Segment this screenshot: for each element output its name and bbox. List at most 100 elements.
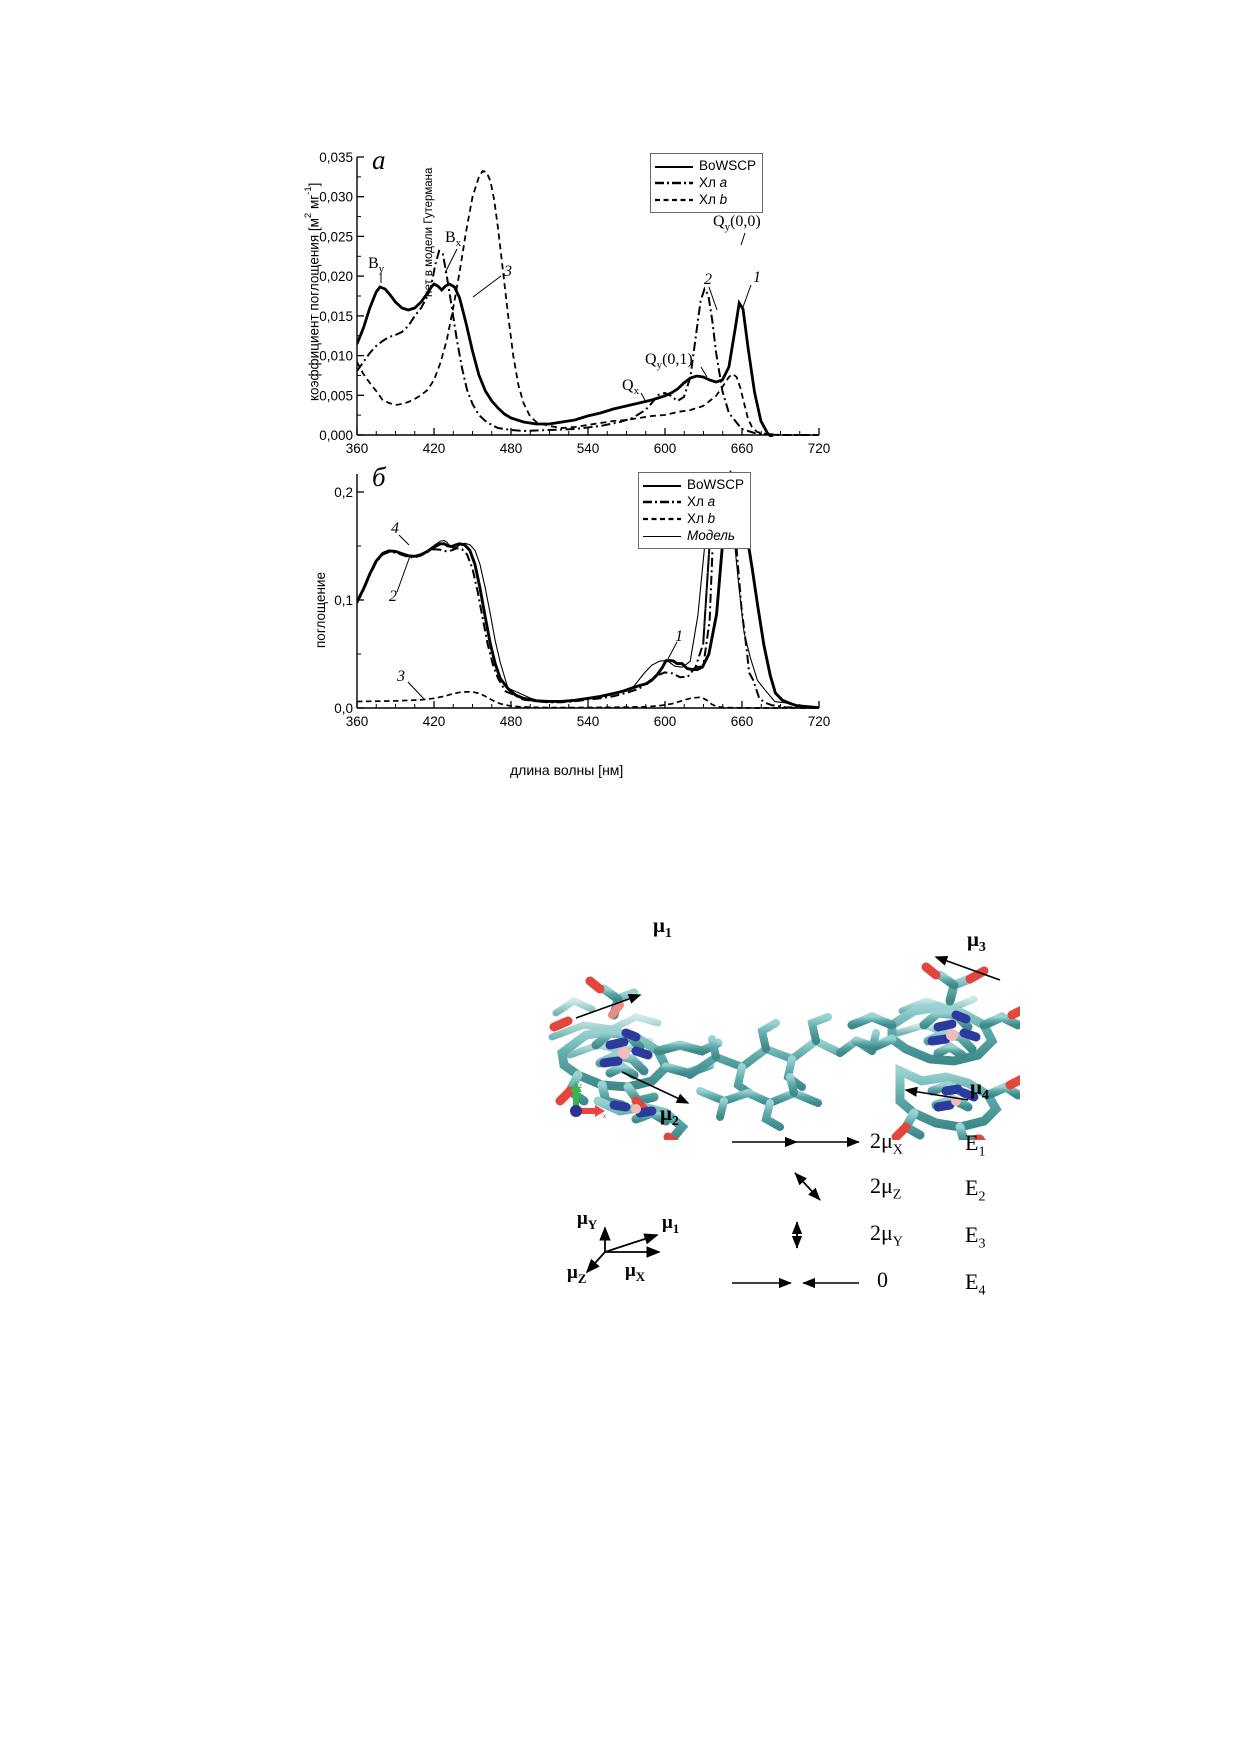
energy-level-2-label: E2 — [965, 1175, 986, 1205]
vector-mu-1 — [604, 1233, 659, 1253]
svg-text:720: 720 — [808, 714, 831, 729]
legend-item-bowscp: BoWSCP — [655, 157, 756, 174]
series-hl-a-b — [357, 543, 711, 704]
svg-text:0,010: 0,010 — [319, 349, 353, 364]
legend-item-hl-a: Хл a — [643, 493, 744, 510]
legend-item-hl-b: Хл b — [655, 191, 756, 208]
axis-gizmo: z x — [570, 1082, 606, 1120]
mu2-arrow — [621, 1071, 690, 1104]
legend-key-dash-dot — [643, 496, 681, 508]
panel-a-label-qy01: Qy(0,1) — [645, 351, 693, 372]
mu1-label: μ1 — [653, 913, 672, 942]
molecule-svg — [548, 955, 1029, 1152]
panel-a-chart: а коэффициент поглощения [м2 мг-1] нет в… — [303, 145, 835, 456]
panel-a-label-by: By — [368, 255, 385, 276]
molecular-model: μ1 μ2 μ3 μ4 z x — [540, 905, 1029, 1152]
svg-text:0,1: 0,1 — [334, 593, 353, 608]
mu2-label: μ2 — [660, 1101, 679, 1130]
panel-a-legend: BoWSCP Хл a Хл b — [650, 153, 764, 213]
panel-a-curve-number-1: 1 — [753, 269, 761, 286]
legend-item-hl-a: Хл a — [655, 174, 756, 191]
svg-text:600: 600 — [654, 714, 677, 729]
svg-text:480: 480 — [500, 714, 523, 729]
panel-b-curve-number-1: 1 — [675, 628, 683, 645]
series-bowscp-a — [357, 282, 774, 437]
svg-text:420: 420 — [423, 441, 446, 456]
energy-level-2-transition: 2μZ — [870, 1173, 902, 1203]
svg-text:660: 660 — [731, 714, 754, 729]
legend-label-model: Модель — [687, 528, 735, 543]
svg-text:0,005: 0,005 — [319, 388, 353, 403]
panel-b-curve-number-3: 3 — [397, 668, 405, 685]
mu1-arrow — [575, 993, 642, 1019]
legend-label-hl-a: Хл a — [687, 494, 716, 509]
svg-text:0,015: 0,015 — [319, 309, 353, 324]
svg-text:x: x — [603, 1114, 606, 1120]
svg-text:540: 540 — [577, 441, 600, 456]
panel-a-label-qy00: Qy(0,0) — [713, 213, 761, 234]
svg-text:0,0: 0,0 — [334, 701, 353, 716]
svg-text:720: 720 — [808, 441, 831, 456]
panel-b-curve-number-4: 4 — [391, 520, 399, 537]
panel-a-letter: а — [372, 145, 386, 175]
legend-key-dash-dot — [655, 177, 693, 189]
series-hl-a-a — [357, 249, 819, 436]
svg-text:0,025: 0,025 — [319, 229, 353, 244]
legend-key-thin-solid — [643, 530, 681, 542]
legend-key-solid — [643, 479, 681, 491]
legend-key-dashed — [643, 513, 681, 525]
mu3-label: μ3 — [967, 927, 986, 956]
series-hl-b-a — [357, 169, 819, 436]
legend-label-hl-a: Хл a — [699, 175, 728, 190]
vector-label-mu-y: μY — [577, 1208, 598, 1232]
panel-b-curve-number-2: 2 — [389, 588, 397, 605]
legend-label-bowscp: BoWSCP — [687, 477, 745, 492]
energy-level-4-transition: 0 — [877, 1267, 888, 1292]
vector-diagram: μY μ1 μZ μX — [565, 1180, 715, 1290]
level-2-arrow-b — [794, 1172, 821, 1201]
legend-item-bowscp: BoWSCP — [643, 476, 744, 493]
svg-text:0,020: 0,020 — [319, 269, 353, 284]
energy-level-1-label: E1 — [965, 1130, 986, 1160]
series-hl-b-b — [357, 690, 819, 709]
panel-b-plot: 0,2 0,1 0,0 — [334, 470, 831, 729]
legend-item-model: Модель — [643, 527, 744, 544]
vector-mu-z — [585, 1251, 606, 1274]
energy-level-diagram: 2μX E1 2μZ E2 2μY E3 0 E4 — [725, 1128, 1015, 1298]
panel-b-legend: BoWSCP Хл a Хл b Модель — [638, 472, 752, 549]
vector-label-mu-x: μX — [625, 1260, 646, 1284]
panel-a-curve-number-2: 2 — [704, 271, 712, 288]
legend-key-solid — [655, 160, 693, 172]
panel-b-chart: б поглощение 0,2 0,1 0,0 — [305, 460, 835, 780]
panel-a-label-bx: Bx — [445, 229, 462, 250]
svg-text:0,000: 0,000 — [319, 428, 353, 443]
svg-text:420: 420 — [423, 714, 446, 729]
panel-b-letter: б — [372, 462, 386, 492]
mu3-arrow — [934, 955, 1001, 981]
svg-text:540: 540 — [577, 714, 600, 729]
legend-item-hl-b: Хл b — [643, 510, 744, 527]
panel-a-curve-number-3: 3 — [504, 263, 512, 280]
legend-key-dashed — [655, 194, 693, 206]
svg-text:360: 360 — [346, 441, 369, 456]
vector-label-mu-z: μZ — [567, 1262, 587, 1286]
svg-text:360: 360 — [346, 714, 369, 729]
svg-text:480: 480 — [500, 441, 523, 456]
svg-text:z: z — [579, 1084, 582, 1090]
legend-label-hl-b: Хл b — [687, 511, 716, 526]
energy-level-4-label: E4 — [965, 1269, 986, 1299]
vector-label-mu-1: μ1 — [662, 1212, 680, 1236]
mu4-label: μ4 — [970, 1075, 989, 1104]
energy-level-3-transition: 2μY — [870, 1220, 903, 1250]
energy-level-3-label: E3 — [965, 1222, 986, 1252]
svg-text:600: 600 — [654, 441, 677, 456]
panel-a-label-qx: Qx — [622, 377, 640, 398]
energy-diagram-svg — [732, 1136, 860, 1289]
vector-diagram-svg — [585, 1226, 661, 1274]
legend-label-bowscp: BoWSCP — [699, 158, 757, 173]
svg-text:0,035: 0,035 — [319, 150, 353, 165]
legend-label-hl-b: Хл b — [699, 192, 728, 207]
panel-a-plot: 0,035 0,030 0,025 0,020 0,015 0,010 0,00… — [319, 150, 830, 456]
energy-level-1-transition: 2μX — [870, 1128, 903, 1158]
svg-text:660: 660 — [731, 441, 754, 456]
